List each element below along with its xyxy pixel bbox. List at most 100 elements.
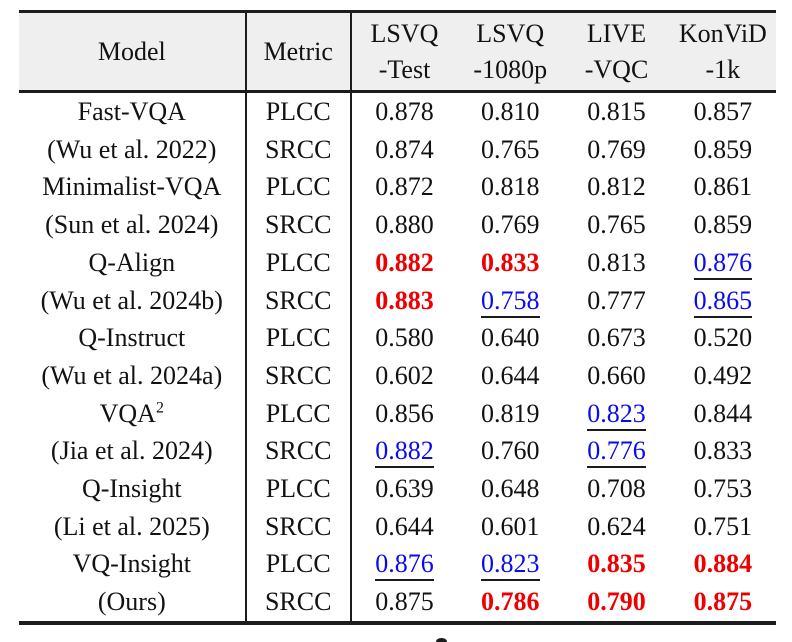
table-row: VQ-Insight PLCC 0.876 0.823 0.835 0.884 xyxy=(19,545,776,584)
value-cell: 0.835 xyxy=(563,545,669,583)
second-best-value: 0.876 xyxy=(693,249,753,280)
value-cell: 0.875 xyxy=(670,583,776,623)
column-header-lsvq-test: LSVQ -Test xyxy=(350,11,458,93)
metric-cell: PLCC xyxy=(245,91,352,131)
metric-cell: SRCC xyxy=(245,507,352,546)
metric-cell: PLCC xyxy=(245,168,352,207)
metric-cell: SRCC xyxy=(245,356,352,395)
value-cell: 0.876 xyxy=(351,545,457,583)
best-value: 0.790 xyxy=(587,587,646,617)
value-cell: 0.861 xyxy=(670,168,776,206)
second-best-value: 0.823 xyxy=(481,551,540,582)
value-cell: 0.758 xyxy=(457,282,563,320)
second-best-value: 0.865 xyxy=(693,287,753,318)
value-cell: 0.777 xyxy=(563,282,669,320)
value: 0.878 xyxy=(375,97,434,126)
value: 0.673 xyxy=(587,323,646,353)
metric-cell: SRCC xyxy=(245,130,352,169)
cutoff-text-fragment xyxy=(436,638,447,642)
best-value: 0.884 xyxy=(693,549,753,579)
dataset-name: KonViD xyxy=(678,18,767,48)
value-cell: 0.790 xyxy=(563,583,669,623)
value-cell: 0.580 xyxy=(351,319,457,357)
dataset-name: LIVE xyxy=(586,18,647,48)
value-cell: 0.708 xyxy=(563,470,669,508)
value-cell: 0.765 xyxy=(457,131,563,169)
value-cell: 0.883 xyxy=(351,282,457,320)
model-name: Minimalist-VQA xyxy=(19,168,247,207)
table-row: (Wu et al. 2022) SRCC 0.874 0.765 0.769 0.859 xyxy=(19,130,776,169)
metric-cell: SRCC xyxy=(245,583,352,623)
value: 0.818 xyxy=(481,172,540,202)
value-cell: 0.648 xyxy=(457,470,563,508)
table-row: Fast-VQA PLCC 0.878 0.810 0.815 0.857 xyxy=(19,91,776,131)
value: 0.751 xyxy=(693,511,753,541)
value-cell: 0.872 xyxy=(351,168,457,206)
model-name: Fast-VQA xyxy=(19,91,247,131)
value: 0.856 xyxy=(375,398,434,428)
model-superscript: 2 xyxy=(155,398,164,416)
value: 0.874 xyxy=(375,134,434,164)
value-cell: 0.601 xyxy=(457,508,563,546)
table-row: (Ours) SRCC 0.875 0.786 0.790 0.875 xyxy=(19,583,776,623)
value: 0.844 xyxy=(693,398,753,428)
value: 0.861 xyxy=(693,172,753,202)
value-cell: 0.874 xyxy=(351,131,457,169)
value: 0.708 xyxy=(587,474,646,504)
value-cell: 0.884 xyxy=(670,545,776,583)
metric-cell: PLCC xyxy=(245,243,352,282)
best-value: 0.786 xyxy=(481,587,540,617)
value-cell: 0.823 xyxy=(457,545,563,583)
value: 0.819 xyxy=(481,398,540,428)
value: 0.753 xyxy=(693,474,753,504)
second-best-value: 0.776 xyxy=(587,438,646,469)
metric-cell: SRCC xyxy=(245,206,352,244)
best-value: 0.882 xyxy=(375,247,434,277)
value-cell: 0.844 xyxy=(670,395,776,433)
dataset-subset: -VQC xyxy=(584,54,649,84)
value-cell: 0.644 xyxy=(457,357,563,395)
value-cell: 0.492 xyxy=(670,357,776,395)
value-cell: 0.751 xyxy=(670,508,776,546)
metric-cell: PLCC xyxy=(245,319,352,357)
table-row: (Jia et al. 2024) SRCC 0.882 0.760 0.776 0.83… xyxy=(19,432,776,471)
value-cell: 0.833 xyxy=(670,432,776,470)
model-citation: (Wu et al. 2024a) xyxy=(19,356,247,395)
model-citation: (Li et al. 2025) xyxy=(19,507,247,546)
value: 0.765 xyxy=(481,134,540,164)
model-name: VQA2 xyxy=(19,394,247,433)
value-cell: 0.882 xyxy=(351,244,457,282)
value: 0.769 xyxy=(481,210,540,240)
value-cell: 0.810 xyxy=(457,92,563,131)
value: 0.880 xyxy=(375,210,434,240)
value-cell: 0.856 xyxy=(351,395,457,433)
value-cell: 0.815 xyxy=(563,92,669,131)
value-cell: 0.624 xyxy=(563,508,669,546)
dataset-subset: -1080p xyxy=(473,54,548,84)
value: 0.644 xyxy=(481,360,540,390)
table-row: Q-Align PLCC 0.882 0.833 0.813 0.876 xyxy=(19,243,776,282)
table-row: (Wu et al. 2024a) SRCC 0.602 0.644 0.660 0.49… xyxy=(19,356,776,395)
model-citation: (Sun et al. 2024) xyxy=(19,206,247,244)
value-cell: 0.859 xyxy=(670,206,776,244)
value: 0.520 xyxy=(693,323,753,353)
metric-cell: SRCC xyxy=(245,432,352,471)
value-cell: 0.776 xyxy=(563,432,669,470)
results-table: Model Metric LSVQ -Test LSVQ -1080p LIVE… xyxy=(19,10,776,625)
column-header-metric: Metric xyxy=(245,11,352,93)
value-cell: 0.875 xyxy=(351,583,457,623)
value: 0.777 xyxy=(587,285,646,315)
table-row: Q-Insight PLCC 0.639 0.648 0.708 0.753 xyxy=(19,470,776,508)
column-header-model: Model xyxy=(19,11,247,93)
value: 0.602 xyxy=(375,360,434,390)
value-cell: 0.520 xyxy=(670,319,776,357)
value: 0.624 xyxy=(587,511,646,541)
dataset-name: LSVQ xyxy=(370,18,439,48)
column-header-lsvq-1080p: LSVQ -1080p xyxy=(457,11,564,93)
value-cell: 0.865 xyxy=(670,282,776,320)
value-cell: 0.760 xyxy=(457,432,563,470)
value-cell: 0.819 xyxy=(457,395,563,433)
model-name: Q-Align xyxy=(19,243,247,282)
value-cell: 0.818 xyxy=(457,168,563,206)
